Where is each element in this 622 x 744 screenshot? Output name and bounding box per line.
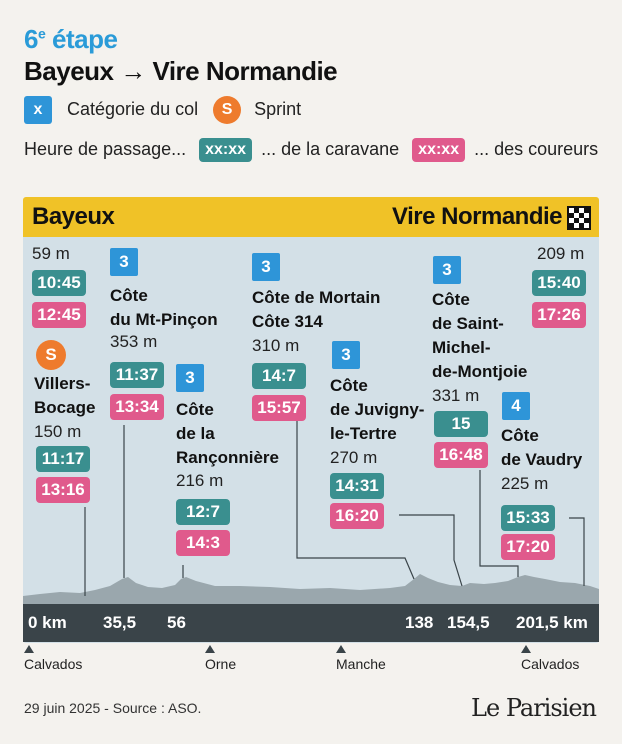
category-badge: 4 <box>502 392 530 420</box>
climb-riders-time: 14:3 <box>176 530 230 556</box>
sprint-riders-time: 13:16 <box>36 477 90 503</box>
riders-legend-chip: xx:xx <box>412 138 466 162</box>
finish-riders-time: 17:26 <box>532 302 586 328</box>
km-label: 0 km <box>28 613 67 632</box>
climb-altitude: 353 m <box>110 332 158 351</box>
sprint-icon: S <box>36 340 66 370</box>
km-label: 138 <box>405 613 434 632</box>
caravan-legend-chip: xx:xx <box>199 138 253 162</box>
climb-riders-time: 17:20 <box>501 534 555 560</box>
start-city: Bayeux <box>32 203 115 230</box>
climb-name: Côte de Mortain Côte 314 <box>252 288 381 331</box>
leader-line-montjoie <box>479 470 519 577</box>
climb-caravan-time: 14:7 <box>252 363 306 389</box>
category-legend-box: x <box>24 96 52 124</box>
climb-riders-time: 15:57 <box>252 395 306 421</box>
time-legend-label: Heure de passage... <box>24 138 187 159</box>
climb-name: Côte de Juvigny- le-Tertre <box>330 376 425 443</box>
leader-line-vaudry <box>569 517 585 586</box>
sprint-caravan-time: 11:17 <box>36 446 90 472</box>
leader-line-mortain <box>296 410 415 580</box>
legend-categories: x Catégorie du col S Sprint <box>24 96 301 124</box>
climb-caravan-time: 15:33 <box>501 505 555 531</box>
department-marker-icon <box>336 645 346 653</box>
sprint-legend-icon: S <box>213 96 242 124</box>
km-label: 201,5 km <box>516 613 588 632</box>
le-parisien-logo: Le Parisien <box>471 694 597 722</box>
department-label: Calvados <box>521 656 580 672</box>
category-badge: 3 <box>252 253 280 281</box>
leader-line-juvigny <box>399 514 463 587</box>
category-legend-label: Catégorie du col <box>67 98 199 119</box>
sprint-legend-label: Sprint <box>254 98 302 119</box>
category-badge: 3 <box>110 248 138 276</box>
route-title: Bayeux → Vire Normandie <box>24 56 338 86</box>
climb-caravan-time: 14:31 <box>330 473 384 499</box>
sprint-altitude: 150 m <box>34 422 82 441</box>
climb-altitude: 216 m <box>176 471 224 490</box>
elevation-profile <box>23 574 599 604</box>
start-riders-time: 12:45 <box>32 302 86 328</box>
finish-city: Vire Normandie <box>392 203 562 230</box>
km-label: 35,5 <box>103 613 137 632</box>
legend-times: Heure de passage... xx:xx ... de la cara… <box>24 138 598 162</box>
climb-name: Côte de la Rançonnière <box>176 400 279 467</box>
department-label: Calvados <box>24 656 83 672</box>
department-marker-icon <box>521 645 531 653</box>
start-altitude: 59 m <box>32 244 70 263</box>
finish-caravan-time: 15:40 <box>532 270 586 296</box>
category-badge: 3 <box>433 256 461 284</box>
checkered-flag-icon <box>567 206 591 230</box>
climb-caravan-time: 15 <box>434 411 488 437</box>
climb-name: Côte de Vaudry <box>501 426 583 469</box>
distance-bar <box>23 604 599 642</box>
caravan-legend-label: ... de la caravane <box>261 138 400 159</box>
department-marker-icon <box>205 645 215 653</box>
department-label: Manche <box>336 656 386 672</box>
finish-altitude: 209 m <box>537 244 585 263</box>
climb-altitude: 331 m <box>432 386 480 405</box>
profile-header-bar <box>23 197 599 237</box>
km-label: 154,5 <box>447 613 490 632</box>
sprint-name: Villers- Bocage <box>34 374 96 417</box>
category-badge: 3 <box>332 341 360 369</box>
climb-altitude: 310 m <box>252 336 300 355</box>
climb-name: Côte de Saint- Michel- de-Montjoie <box>432 290 528 381</box>
start-caravan-time: 10:45 <box>32 270 86 296</box>
climb-altitude: 270 m <box>330 448 378 467</box>
climb-caravan-time: 11:37 <box>110 362 164 388</box>
km-label: 56 <box>167 613 186 632</box>
source-footer: 29 juin 2025 - Source : ASO. <box>24 700 202 716</box>
climb-riders-time: 16:48 <box>434 442 488 468</box>
department-label: Orne <box>205 656 237 672</box>
department-marker-icon <box>24 645 34 653</box>
climb-caravan-time: 12:7 <box>176 499 230 525</box>
stage-number: 6e étape <box>24 24 118 54</box>
category-badge: 3 <box>176 364 204 392</box>
riders-legend-label: ... des coureurs <box>474 138 599 159</box>
climb-name: Côte du Mt-Pinçon <box>110 286 218 329</box>
climb-riders-time: 16:20 <box>330 503 384 529</box>
climb-altitude: 225 m <box>501 474 549 493</box>
climb-riders-time: 13:34 <box>110 394 164 420</box>
